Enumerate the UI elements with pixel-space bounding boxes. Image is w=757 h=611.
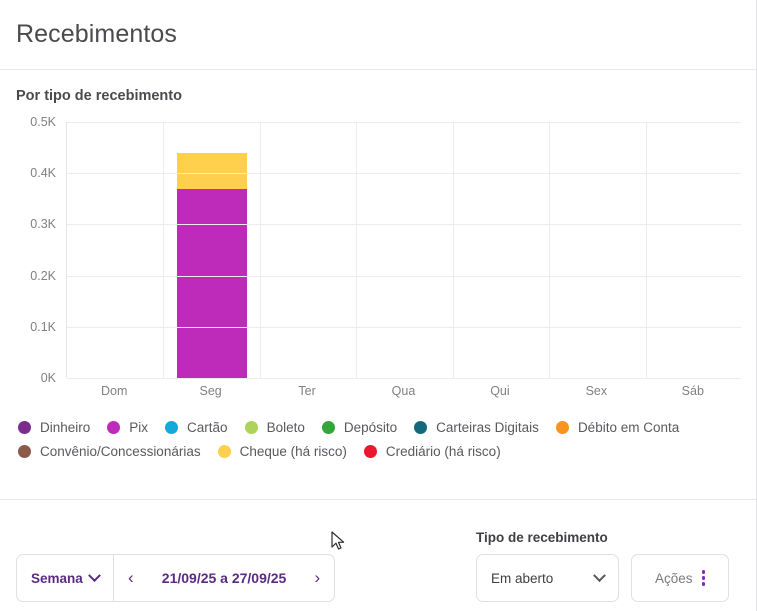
y-axis-tick-label: 0.4K xyxy=(30,166,56,181)
legend-item[interactable]: Boleto xyxy=(244,420,305,435)
legend-item-label: Carteiras Digitais xyxy=(436,420,539,435)
legend-color-dot xyxy=(555,421,569,434)
legend-item[interactable]: Cartão xyxy=(165,420,228,435)
date-range-label: 21/09/25 a 27/09/25 xyxy=(161,570,287,586)
y-axis-tick-label: 0.5K xyxy=(30,115,56,129)
legend-color-dot xyxy=(107,421,121,434)
legend-color-dot xyxy=(363,445,377,458)
legend-item-label: Crediário (há risco) xyxy=(385,444,501,459)
legend-item[interactable]: Dinheiro xyxy=(18,420,90,435)
x-axis: Dom Seg Ter Qua Qui Sex Sáb xyxy=(66,384,741,404)
filter-actions-group: Tipo de recebimento Em aberto Ações xyxy=(476,530,729,602)
y-axis-tick-label: 0.3K xyxy=(30,217,56,232)
bar-segment[interactable] xyxy=(176,152,247,189)
page-header: Recebimentos xyxy=(0,0,756,70)
legend-item-label: Pix xyxy=(129,420,149,435)
x-axis-tick-label: Sex xyxy=(585,384,608,398)
actions-button[interactable]: Ações xyxy=(631,554,729,602)
plot-area xyxy=(66,122,741,379)
range-nav: ‹ 21/09/25 a 27/09/25 › xyxy=(114,555,335,601)
chart-legend: Dinheiro Pix Cartão Boleto Depósito Carteiras… xyxy=(16,420,746,459)
legend-item-label: Débito em Conta xyxy=(577,420,680,435)
gridline-vertical xyxy=(356,122,358,378)
legend-color-dot xyxy=(18,445,31,458)
legend-item-label: Convênio/Concessionárias xyxy=(40,444,201,459)
y-axis: 0K 0.1K 0.2K 0.3K 0.4K 0.5K xyxy=(16,115,62,385)
y-axis-tick-label: 0.1K xyxy=(30,319,56,334)
chevron-down-icon xyxy=(87,568,101,582)
gridline-horizontal xyxy=(67,326,741,328)
gridline-vertical xyxy=(259,122,261,378)
type-filter-select[interactable]: Em aberto xyxy=(476,554,619,602)
period-label: Semana xyxy=(31,570,83,586)
y-axis-tick-label: 0.2K xyxy=(30,268,56,283)
chevron-right-icon[interactable]: › xyxy=(314,568,321,587)
gridline-horizontal xyxy=(67,173,741,175)
legend-item-label: Depósito xyxy=(343,420,398,435)
legend-item-label: Cartão xyxy=(187,420,228,435)
legend-item[interactable]: Convênio/Concessionárias xyxy=(18,444,201,459)
bar-segment[interactable] xyxy=(176,188,247,378)
more-vertical-icon xyxy=(701,570,705,586)
legend-item[interactable]: Crediário (há risco) xyxy=(363,444,501,459)
x-axis-tick-label: Qui xyxy=(490,384,510,398)
chart-plot: 0K 0.1K 0.2K 0.3K 0.4K 0.5K Dom Seg Ter Qua Qui Se… xyxy=(16,115,751,398)
legend-color-dot xyxy=(217,445,231,458)
x-axis-tick-label: Ter xyxy=(298,384,316,398)
gridline-horizontal xyxy=(67,224,741,226)
type-filter-group: Tipo de recebimento Em aberto xyxy=(476,530,619,602)
legend-item-label: Cheque (há risco) xyxy=(239,444,347,459)
period-range-control: Semana ‹ 21/09/25 a 27/09/25 › xyxy=(16,554,336,602)
chart-card: Por tipo de recebimento 0K 0.1K 0.2K 0.3K 0.… xyxy=(0,70,756,500)
chart-subtitle: Por tipo de recebimento xyxy=(16,88,182,104)
legend-color-dot xyxy=(165,421,179,434)
legend-item-label: Dinheiro xyxy=(40,420,91,435)
x-axis-tick-label: Qua xyxy=(391,384,416,398)
legend-color-dot xyxy=(18,421,31,434)
x-axis-tick-label: Sáb xyxy=(681,384,704,398)
gridline-horizontal xyxy=(67,378,741,379)
type-filter-value: Em aberto xyxy=(491,570,554,586)
legend-item[interactable]: Depósito xyxy=(321,420,398,435)
y-axis-tick-label: 0K xyxy=(40,371,56,385)
legend-color-dot xyxy=(321,421,335,434)
page-title: Recebimentos xyxy=(16,20,178,48)
legend-color-dot xyxy=(414,421,428,434)
x-axis-tick-label: Dom xyxy=(101,384,128,398)
legend-item[interactable]: Carteiras Digitais xyxy=(414,420,539,435)
legend-item[interactable]: Pix xyxy=(107,420,148,435)
chevron-down-icon xyxy=(593,568,606,582)
gridline-vertical xyxy=(163,122,165,378)
legend-item[interactable]: Cheque (há risco) xyxy=(217,444,347,459)
chevron-left-icon[interactable]: ‹ xyxy=(127,568,134,587)
legend-color-dot xyxy=(244,421,258,434)
period-select[interactable]: Semana xyxy=(17,555,114,601)
bar-stack[interactable] xyxy=(176,152,247,378)
actions-label: Ações xyxy=(655,570,693,586)
footer-controls: Semana ‹ 21/09/25 a 27/09/25 › Tipo de r… xyxy=(0,500,756,610)
type-filter-label: Tipo de recebimento xyxy=(476,530,608,545)
legend-item-label: Boleto xyxy=(266,420,305,435)
gridline-vertical xyxy=(452,122,454,378)
bars-layer xyxy=(67,122,741,378)
gridline-horizontal xyxy=(67,122,741,123)
gridline-vertical xyxy=(645,122,647,378)
legend-item[interactable]: Débito em Conta xyxy=(555,420,680,435)
gridline-horizontal xyxy=(67,275,741,277)
gridline-vertical xyxy=(549,122,551,378)
x-axis-tick-label: Seg xyxy=(199,384,222,398)
